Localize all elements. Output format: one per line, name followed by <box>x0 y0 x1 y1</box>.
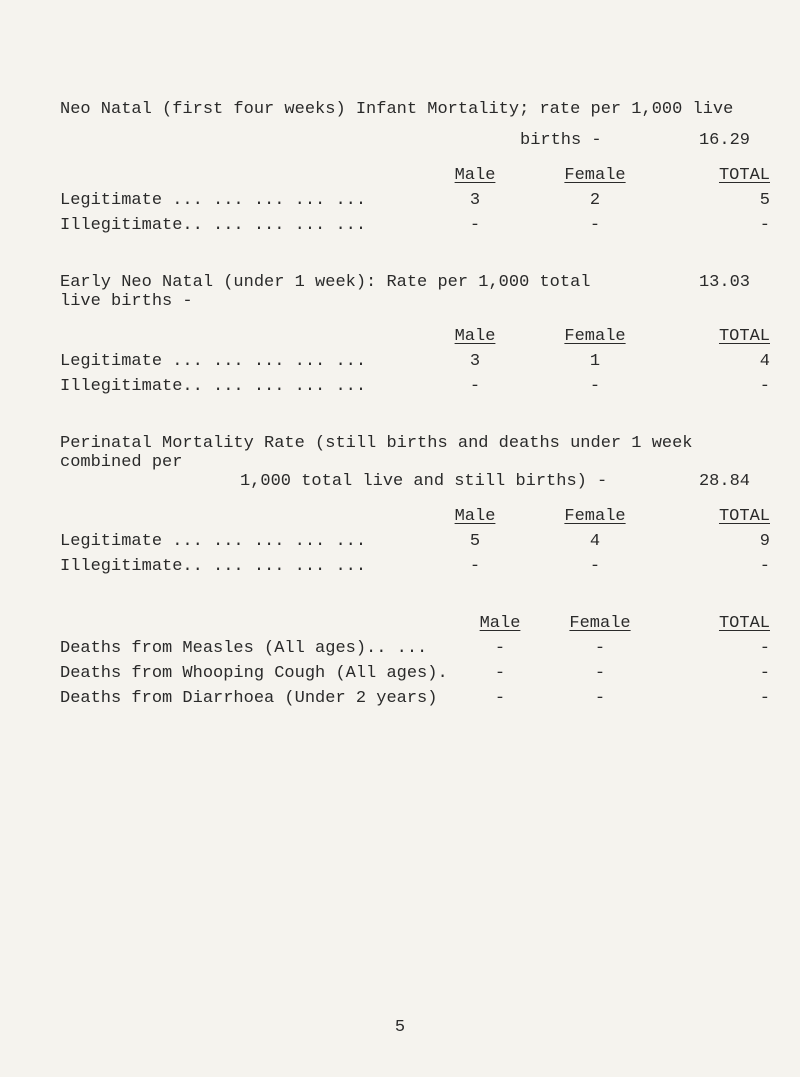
row-male: 5 <box>420 532 530 551</box>
row-male: - <box>420 216 530 235</box>
header-male: Male <box>455 166 496 185</box>
row-female: 4 <box>530 532 660 551</box>
row-female: - <box>540 689 660 708</box>
row-label: Illegitimate.. ... ... ... ... <box>60 557 420 576</box>
header-total: TOTAL <box>719 166 770 185</box>
row-total: - <box>660 377 770 396</box>
row-total: - <box>660 216 770 235</box>
table-row: Illegitimate.. ... ... ... ... - - - <box>60 377 750 396</box>
row-label: Deaths from Whooping Cough (All ages). <box>60 664 460 683</box>
header-total: TOTAL <box>719 614 770 633</box>
row-female: - <box>530 216 660 235</box>
section3-header-row: Male Female TOTAL <box>60 507 750 526</box>
row-female: - <box>540 639 660 658</box>
row-label: Deaths from Diarrhoea (Under 2 years) <box>60 689 460 708</box>
row-label: Legitimate ... ... ... ... ... <box>60 352 420 371</box>
neo-natal-section: Neo Natal (first four weeks) Infant Mort… <box>60 100 750 235</box>
header-male: Male <box>480 614 521 633</box>
section2-intro: Early Neo Natal (under 1 week): Rate per… <box>60 273 591 311</box>
row-total: - <box>660 664 770 683</box>
section3-intro1: Perinatal Mortality Rate (still births a… <box>60 434 750 472</box>
row-total: - <box>660 639 770 658</box>
row-label: Legitimate ... ... ... ... ... <box>60 532 420 551</box>
row-total: - <box>660 557 770 576</box>
row-female: 2 <box>530 191 660 210</box>
row-total: 4 <box>660 352 770 371</box>
section3-intro2: 1,000 total live and still births) - <box>240 472 607 491</box>
table-row: Legitimate ... ... ... ... ... 3 2 5 <box>60 191 750 210</box>
table-row: Legitimate ... ... ... ... ... 3 1 4 <box>60 352 750 371</box>
row-total: 9 <box>660 532 770 551</box>
table-row: Illegitimate.. ... ... ... ... - - - <box>60 216 750 235</box>
section1-intro: Neo Natal (first four weeks) Infant Mort… <box>60 100 750 119</box>
table-row: Deaths from Measles (All ages).. ... - -… <box>60 639 750 658</box>
row-label: Illegitimate.. ... ... ... ... <box>60 377 420 396</box>
row-total: - <box>660 689 770 708</box>
section1-intro-text2: births - <box>520 131 602 150</box>
early-neo-natal-section: Early Neo Natal (under 1 week): Rate per… <box>60 273 750 396</box>
row-male: 3 <box>420 191 530 210</box>
page-number: 5 <box>0 1018 800 1037</box>
row-female: - <box>530 377 660 396</box>
table-row: Deaths from Whooping Cough (All ages). -… <box>60 664 750 683</box>
section1-rate: 16.29 <box>699 131 750 150</box>
section4-header-row: Male Female TOTAL <box>60 614 750 633</box>
row-male: - <box>420 557 530 576</box>
row-label: Deaths from Measles (All ages).. ... <box>60 639 460 658</box>
section3-rate: 28.84 <box>699 472 750 491</box>
table-row: Deaths from Diarrhoea (Under 2 years) - … <box>60 689 750 708</box>
header-male: Male <box>455 507 496 526</box>
row-total: 5 <box>660 191 770 210</box>
section1-intro-text1: Neo Natal (first four weeks) Infant Mort… <box>60 100 733 119</box>
section2-header-row: Male Female TOTAL <box>60 327 750 346</box>
row-female: - <box>530 557 660 576</box>
table-row: Illegitimate.. ... ... ... ... - - - <box>60 557 750 576</box>
row-label: Legitimate ... ... ... ... ... <box>60 191 420 210</box>
table-row: Legitimate ... ... ... ... ... 5 4 9 <box>60 532 750 551</box>
header-male: Male <box>455 327 496 346</box>
row-male: 3 <box>420 352 530 371</box>
row-female: - <box>540 664 660 683</box>
header-female: Female <box>569 614 630 633</box>
header-total: TOTAL <box>719 507 770 526</box>
deaths-section: Male Female TOTAL Deaths from Measles (A… <box>60 614 750 708</box>
row-male: - <box>420 377 530 396</box>
header-female: Female <box>564 166 625 185</box>
row-male: - <box>460 639 540 658</box>
row-male: - <box>460 689 540 708</box>
header-female: Female <box>564 507 625 526</box>
section1-header-row: Male Female TOTAL <box>60 166 750 185</box>
header-female: Female <box>564 327 625 346</box>
row-male: - <box>460 664 540 683</box>
row-label: Illegitimate.. ... ... ... ... <box>60 216 420 235</box>
header-total: TOTAL <box>719 327 770 346</box>
perinatal-section: Perinatal Mortality Rate (still births a… <box>60 434 750 576</box>
row-female: 1 <box>530 352 660 371</box>
section2-rate: 13.03 <box>699 273 750 292</box>
